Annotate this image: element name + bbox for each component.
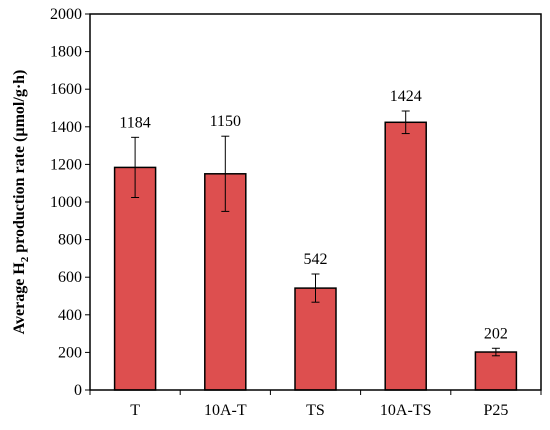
data-label: 542 xyxy=(304,251,328,268)
bar xyxy=(474,351,518,391)
bar xyxy=(384,121,427,391)
y-tick-label: 0 xyxy=(74,382,82,399)
y-tick-label: 1400 xyxy=(50,119,82,136)
data-labels: 1184 1150 542 1424 202 xyxy=(119,88,508,342)
data-label: 1184 xyxy=(119,114,150,131)
bar xyxy=(113,166,157,391)
y-tick-label: 1600 xyxy=(50,81,82,98)
x-tick-label: 10A-T xyxy=(204,402,247,419)
y-axis-ticks: 0 200 400 600 800 1000 1200 1400 1600 1800 2000 xyxy=(50,6,90,399)
data-label: 1424 xyxy=(390,88,422,105)
plot-area-frame xyxy=(89,13,542,391)
x-axis-ticks: T 10A-T TS 10A-TS P25 xyxy=(89,390,542,419)
data-label: 202 xyxy=(484,325,508,342)
x-tick-label: 10A-TS xyxy=(380,402,432,419)
x-tick-label: TS xyxy=(306,402,325,419)
error-bars xyxy=(131,110,500,357)
y-tick-label: 400 xyxy=(58,307,82,324)
y-tick-label: 1000 xyxy=(50,194,82,211)
y-tick-label: 600 xyxy=(58,269,82,286)
y-tick-label: 1800 xyxy=(50,44,82,61)
y-tick-label: 1200 xyxy=(50,156,82,173)
x-tick-label: P25 xyxy=(483,402,508,419)
bars xyxy=(113,121,518,391)
y-tick-label: 2000 xyxy=(50,6,82,23)
data-label: 1150 xyxy=(210,113,241,130)
y-tick-label: 200 xyxy=(58,344,82,361)
bar xyxy=(294,287,337,391)
y-tick-label: 800 xyxy=(58,232,82,249)
x-tick-label: T xyxy=(130,402,140,419)
y-axis-title: Average H2 production rate (µmol/g·h) xyxy=(11,70,31,335)
